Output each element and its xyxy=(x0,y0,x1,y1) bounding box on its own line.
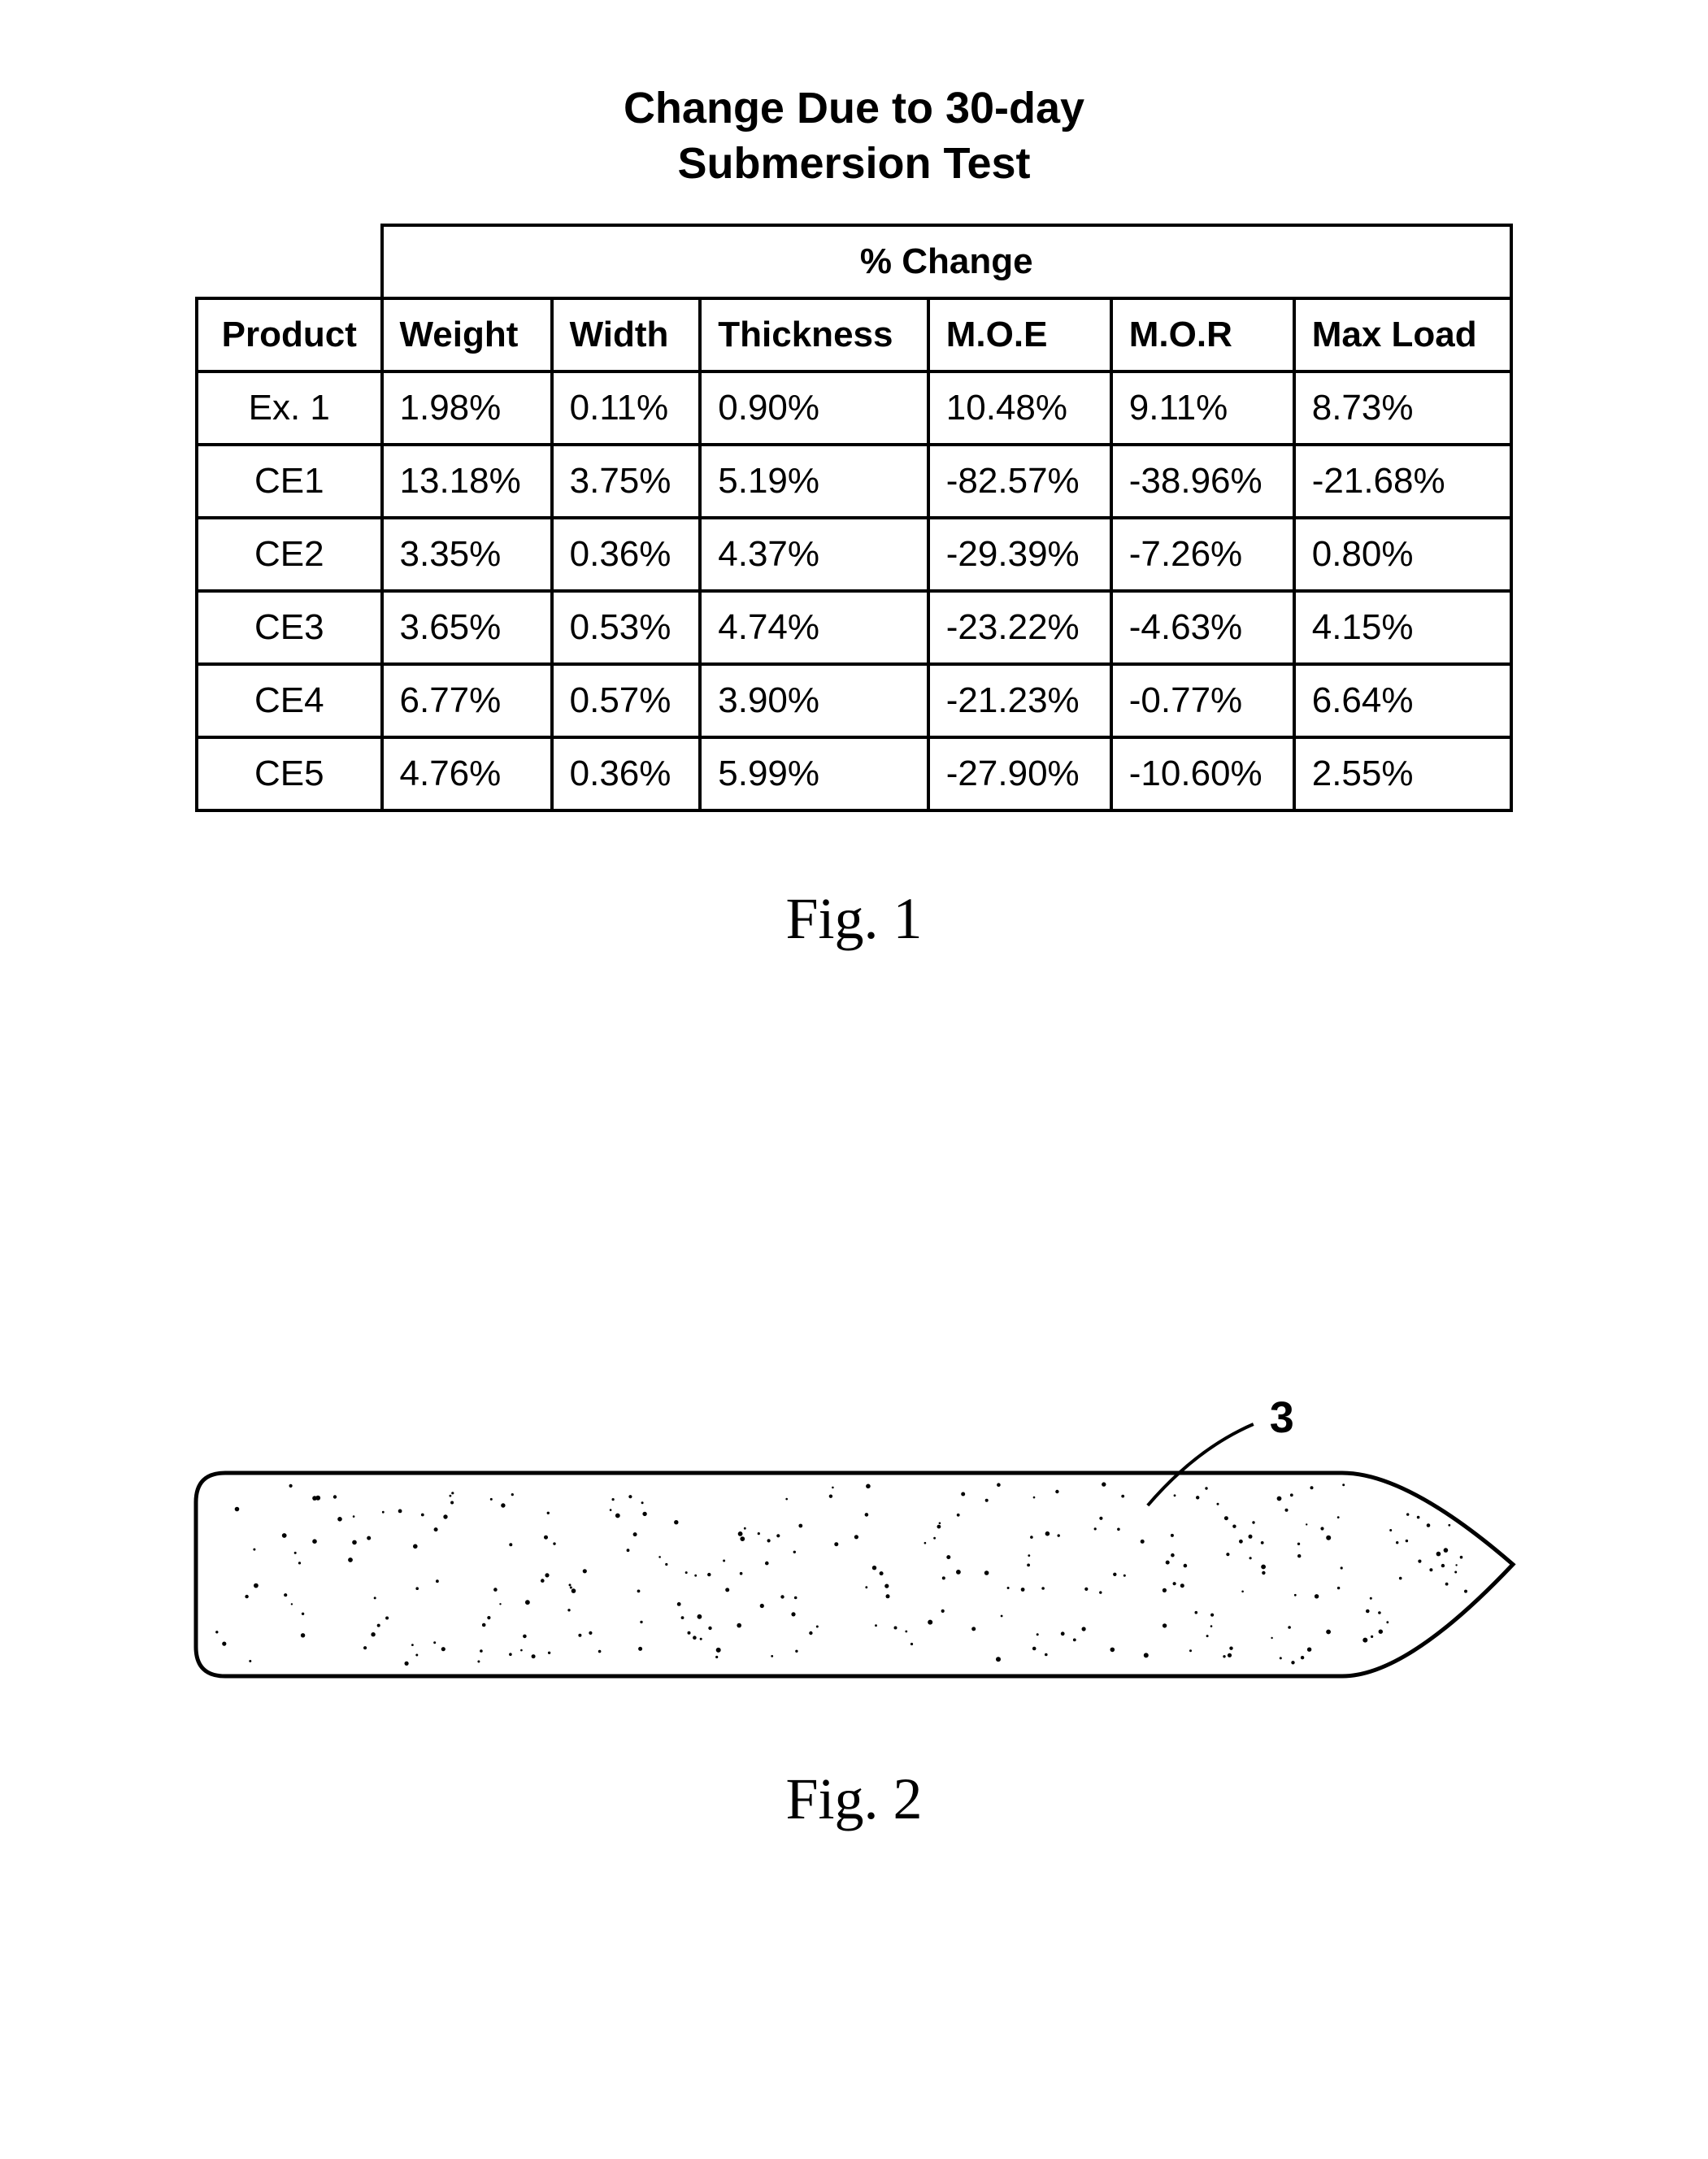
table-cell: 3.90% xyxy=(700,664,928,737)
table-cell: 8.73% xyxy=(1294,371,1511,445)
table-cell: 0.11% xyxy=(552,371,701,445)
table-head: % Change ProductWeightWidthThicknessM.O.… xyxy=(197,225,1511,371)
table-cell: Ex. 1 xyxy=(197,371,382,445)
table-cell: 5.99% xyxy=(700,737,928,810)
table-cell: -27.90% xyxy=(928,737,1111,810)
table-row: CE33.65%0.53%4.74%-23.22%-4.63%4.15% xyxy=(197,591,1511,664)
table-cell: CE1 xyxy=(197,445,382,518)
table-cell: 4.76% xyxy=(382,737,552,810)
table-cell: CE3 xyxy=(197,591,382,664)
table-cell: -82.57% xyxy=(928,445,1111,518)
table-cell: 2.55% xyxy=(1294,737,1511,810)
table-cell: 4.37% xyxy=(700,518,928,591)
table-row: CE23.35%0.36%4.37%-29.39%-7.26%0.80% xyxy=(197,518,1511,591)
page-title: Change Due to 30-day Submersion Test xyxy=(98,81,1610,191)
table-cell: 0.36% xyxy=(552,737,701,810)
table-corner-blank xyxy=(197,225,382,298)
col-max-load: Max Load xyxy=(1294,298,1511,371)
table-cell: -21.23% xyxy=(928,664,1111,737)
table-cell: 0.90% xyxy=(700,371,928,445)
table-cell: -38.96% xyxy=(1111,445,1294,518)
table-body: Ex. 11.98%0.11%0.90%10.48%9.11%8.73%CE11… xyxy=(197,371,1511,810)
table-cell: 5.19% xyxy=(700,445,928,518)
table-row: CE54.76%0.36%5.99%-27.90%-10.60%2.55% xyxy=(197,737,1511,810)
col-weight: Weight xyxy=(382,298,552,371)
fig2-block: 3 Fig. 2 xyxy=(98,1375,1610,1833)
table-cell: 3.65% xyxy=(382,591,552,664)
table-cell: 10.48% xyxy=(928,371,1111,445)
table-cell: 3.75% xyxy=(552,445,701,518)
table-cell: 0.53% xyxy=(552,591,701,664)
fig2-outline xyxy=(196,1473,1513,1676)
table-cell: CE2 xyxy=(197,518,382,591)
table-header-row: ProductWeightWidthThicknessM.O.EM.O.RMax… xyxy=(197,298,1511,371)
col-product: Product xyxy=(197,298,382,371)
table-cell: 0.57% xyxy=(552,664,701,737)
table-row: Ex. 11.98%0.11%0.90%10.48%9.11%8.73% xyxy=(197,371,1511,445)
table-cell: 4.74% xyxy=(700,591,928,664)
table-cell: CE4 xyxy=(197,664,382,737)
col-m-o-r: M.O.R xyxy=(1111,298,1294,371)
table-cell: 1.98% xyxy=(382,371,552,445)
fig2-diagram: 3 xyxy=(188,1375,1521,1717)
col-width: Width xyxy=(552,298,701,371)
table-cell: -10.60% xyxy=(1111,737,1294,810)
table-container: % Change ProductWeightWidthThicknessM.O.… xyxy=(195,224,1513,812)
table-cell: -21.68% xyxy=(1294,445,1511,518)
table-cell: 3.35% xyxy=(382,518,552,591)
fig2-caption: Fig. 2 xyxy=(98,1766,1610,1833)
table-cell: 4.15% xyxy=(1294,591,1511,664)
col-thickness: Thickness xyxy=(700,298,928,371)
fig2-label: 3 xyxy=(1269,1393,1293,1442)
table-cell: 0.36% xyxy=(552,518,701,591)
table-cell: -7.26% xyxy=(1111,518,1294,591)
table-cell: -4.63% xyxy=(1111,591,1294,664)
title-line-2: Submersion Test xyxy=(677,139,1030,188)
table-spanner: % Change xyxy=(382,225,1511,298)
table-cell: 9.11% xyxy=(1111,371,1294,445)
fig1-caption: Fig. 1 xyxy=(98,885,1610,953)
table-row: CE46.77%0.57%3.90%-21.23%-0.77%6.64% xyxy=(197,664,1511,737)
table-cell: 6.64% xyxy=(1294,664,1511,737)
title-line-1: Change Due to 30-day xyxy=(624,84,1084,132)
table-cell: CE5 xyxy=(197,737,382,810)
table-spanner-row: % Change xyxy=(197,225,1511,298)
col-m-o-e: M.O.E xyxy=(928,298,1111,371)
table-cell: -0.77% xyxy=(1111,664,1294,737)
table-cell: -29.39% xyxy=(928,518,1111,591)
change-table: % Change ProductWeightWidthThicknessM.O.… xyxy=(195,224,1513,812)
table-cell: 6.77% xyxy=(382,664,552,737)
table-cell: 0.80% xyxy=(1294,518,1511,591)
table-cell: -23.22% xyxy=(928,591,1111,664)
table-row: CE113.18%3.75%5.19%-82.57%-38.96%-21.68% xyxy=(197,445,1511,518)
table-cell: 13.18% xyxy=(382,445,552,518)
